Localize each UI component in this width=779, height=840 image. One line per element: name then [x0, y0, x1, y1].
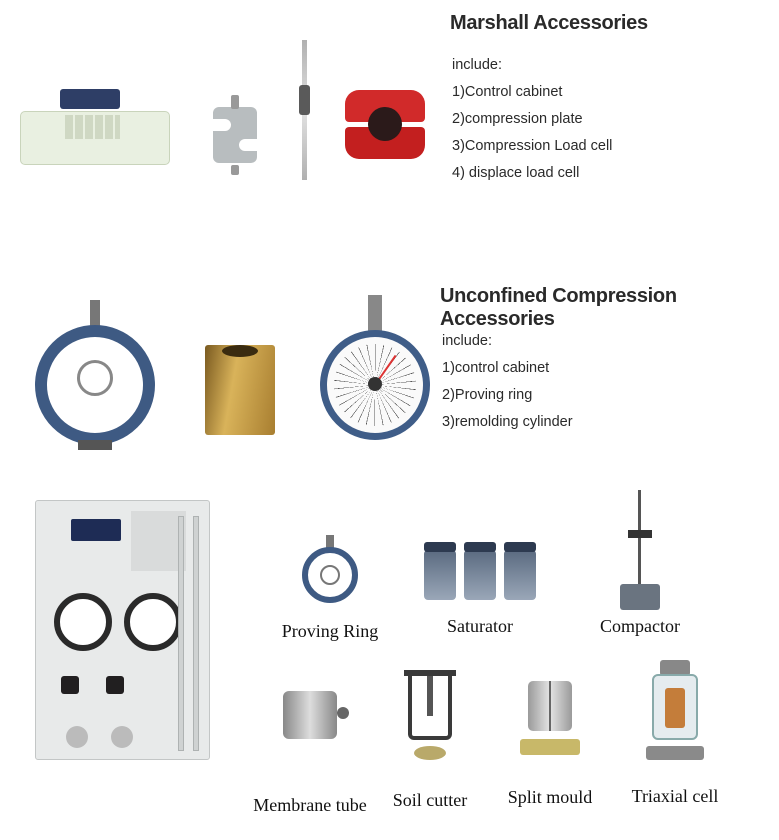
unconfined-item: 2)Proving ring: [442, 382, 573, 409]
marshall-list: include: 1)Control cabinet 2)compression…: [452, 52, 612, 187]
split-mould-icon: [520, 675, 580, 755]
triaxial-cell-icon: [640, 660, 710, 760]
compactor-label: Compactor: [580, 616, 700, 637]
membrane-tube-cell: Membrane tube: [240, 685, 380, 816]
remolding-cylinder-image: [205, 345, 275, 435]
proving-ring-icon: [295, 535, 365, 615]
saturator-icon: [420, 540, 540, 610]
displacement-loadcell-image: [290, 40, 320, 180]
membrane-tube-label: Membrane tube: [240, 795, 380, 816]
proving-ring-label: Proving Ring: [270, 621, 390, 642]
marshall-intro: include:: [452, 52, 612, 79]
triaxial-section: Proving Ring Saturator Compactor Membran…: [0, 480, 779, 840]
marshall-section: Marshall Accessories include: 1)Control …: [0, 0, 779, 230]
marshall-heading: Marshall Accessories: [450, 12, 648, 35]
unconfined-item: 3)remolding cylinder: [442, 409, 573, 436]
unconfined-heading: Unconfined Compression Accessories: [440, 285, 779, 331]
proving-ring-cell: Proving Ring: [270, 535, 390, 642]
unconfined-list: include: 1)control cabinet 2)Proving rin…: [442, 328, 573, 436]
accessory-grid: Proving Ring Saturator Compactor Membran…: [250, 490, 770, 820]
marshall-item: 3)Compression Load cell: [452, 133, 612, 160]
split-mould-cell: Split mould: [490, 675, 610, 808]
soil-cutter-cell: Soil cutter: [370, 670, 490, 811]
compactor-cell: Compactor: [580, 490, 700, 637]
unconfined-images: [20, 280, 420, 450]
unconfined-section: Unconfined Compression Accessories inclu…: [0, 230, 779, 480]
compression-loadcell-image: [195, 95, 275, 175]
compression-plate-image: [340, 85, 430, 165]
triaxial-cell-label: Triaxial cell: [610, 786, 740, 807]
control-cabinet-image: [20, 95, 170, 165]
split-mould-label: Split mould: [490, 787, 610, 808]
proving-ring-image: [30, 300, 160, 450]
marshall-item: 4) displace load cell: [452, 160, 612, 187]
dial-gauge-image: [320, 295, 430, 450]
triaxial-cell-cell: Triaxial cell: [610, 660, 740, 807]
compactor-icon: [610, 490, 670, 610]
soil-cutter-label: Soil cutter: [370, 790, 490, 811]
saturator-label: Saturator: [410, 616, 550, 637]
membrane-tube-icon: [275, 685, 345, 745]
marshall-images: [20, 40, 440, 190]
unconfined-item: 1)control cabinet: [442, 355, 573, 382]
saturator-cell: Saturator: [410, 540, 550, 637]
soil-cutter-icon: [400, 670, 460, 760]
unconfined-intro: include:: [442, 328, 573, 355]
marshall-item: 2)compression plate: [452, 106, 612, 133]
pressure-panel-image: [35, 500, 210, 760]
marshall-item: 1)Control cabinet: [452, 79, 612, 106]
